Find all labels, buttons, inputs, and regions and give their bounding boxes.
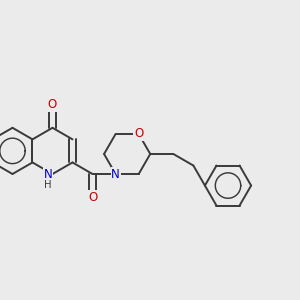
Text: O: O	[88, 190, 97, 204]
Text: N: N	[44, 167, 52, 181]
Text: O: O	[48, 98, 57, 111]
Text: O: O	[134, 128, 143, 140]
Text: H: H	[44, 180, 52, 190]
Text: N: N	[111, 167, 120, 181]
